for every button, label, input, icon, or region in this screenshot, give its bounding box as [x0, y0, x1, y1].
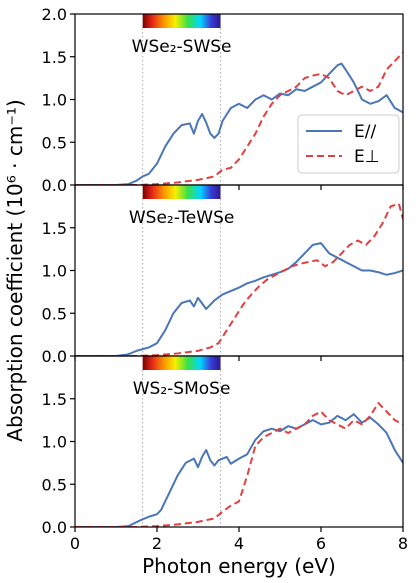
legend-label: E//	[354, 122, 376, 142]
legend-label: E⊥	[354, 147, 380, 167]
visible-spectrum-bar	[142, 14, 221, 28]
y-tick-label: 1.0	[42, 433, 67, 452]
x-tick-label: 4	[234, 534, 244, 553]
y-tick-label: 0.0	[42, 518, 67, 537]
y-tick-label: 1.0	[42, 262, 67, 281]
y-axis-title: Absorption coefficient (10⁶ · cm⁻¹)	[3, 99, 27, 441]
y-tick-label: 0.0	[42, 347, 67, 366]
legend: E// E⊥	[297, 114, 400, 174]
panel-frame	[74, 184, 404, 357]
x-tick-label: 0	[70, 534, 80, 553]
panel-label: WS₂-SMoSe	[133, 379, 231, 399]
panel-3: WS₂-SMoSe 0.0 0.5 1.0 1.5	[42, 355, 404, 537]
y-tick-label: 0.0	[42, 176, 67, 195]
y-tick-label: 0.5	[42, 304, 67, 323]
panel-label: WSe₂-SWSe	[132, 37, 232, 57]
y-tick-label: 0.5	[42, 475, 67, 494]
visible-spectrum-bar	[142, 185, 221, 199]
panel-label: WSe₂-TeWSe	[129, 208, 234, 228]
y-tick-label: 1.0	[42, 91, 67, 110]
series-line-e-par	[75, 242, 403, 356]
visible-spectrum-bar	[142, 356, 221, 370]
series-line-e-perp	[75, 51, 403, 185]
panel-1: WSe₂-SWSe 0.0 0.5 1.0 1.5 2.0	[42, 5, 404, 195]
x-tick-label: 8	[398, 534, 408, 553]
y-tick-label: 1.5	[42, 390, 67, 409]
y-tick-label: 2.0	[42, 5, 67, 24]
x-tick-label: 6	[316, 534, 326, 553]
series-line-e-par	[75, 62, 403, 185]
panel-2: WSe₂-TeWSe 0.0 0.5 1.0 1.5	[42, 184, 404, 366]
y-tick-label: 1.5	[42, 48, 67, 67]
legend-box	[297, 114, 400, 174]
series-line-e-par	[75, 413, 403, 527]
x-tick-label: 2	[152, 534, 162, 553]
y-tick-label: 0.5	[42, 133, 67, 152]
panels-layer: WSe₂-SWSe 0.0 0.5 1.0 1.5 2.0 WSe₂-TeWSe 0.0 0.5…	[42, 5, 409, 553]
series-line-e-perp	[75, 202, 403, 356]
x-axis-title: Photon energy (eV)	[142, 554, 336, 578]
y-tick-label: 1.5	[42, 219, 67, 238]
axis-titles: Photon energy (eV) Absorption coefficient…	[3, 99, 336, 578]
series-line-e-perp	[75, 402, 403, 527]
